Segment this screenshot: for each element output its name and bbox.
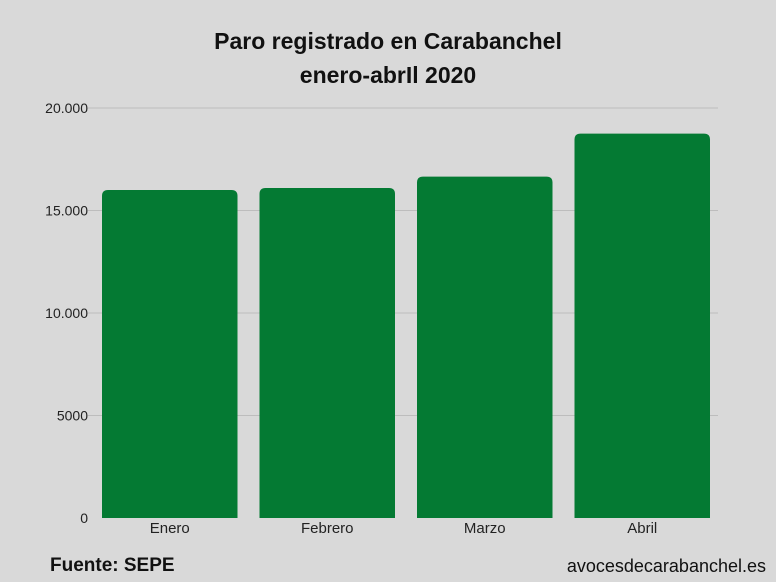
- y-tick-label: 15.000: [45, 203, 88, 219]
- x-tick-label: Abril: [627, 520, 657, 537]
- y-tick-label: 5000: [57, 408, 88, 424]
- y-tick-label: 0: [80, 510, 88, 526]
- x-tick-label: Febrero: [301, 520, 354, 537]
- bar-febrero: [259, 187, 395, 518]
- bar-marzo: [417, 176, 553, 519]
- x-tick-label: Marzo: [464, 520, 506, 537]
- source-label: Fuente: SEPE: [50, 555, 175, 576]
- site-label: avocesdecarabanchel.es: [566, 556, 766, 576]
- x-tick-label: Enero: [150, 520, 190, 537]
- y-tick-label: 20.000: [45, 100, 88, 116]
- bar-abril: [574, 133, 710, 518]
- y-tick-label: 10.000: [45, 305, 88, 321]
- chart-subtitle: enero-abrIl 2020: [299, 62, 477, 88]
- chart-title: Paro registrado en Carabanchel: [214, 28, 562, 54]
- bar-enero: [102, 190, 238, 518]
